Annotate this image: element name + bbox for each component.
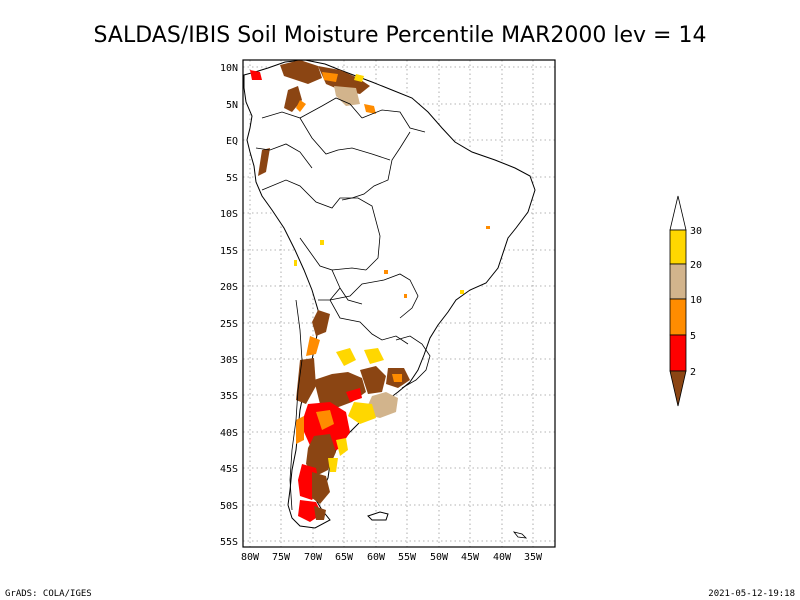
lat-label: 20S — [220, 282, 238, 293]
country-borders — [255, 97, 431, 511]
colorbar-label: 30 — [690, 226, 702, 237]
lat-label: 5S — [226, 173, 238, 184]
footer-timestamp: 2021-05-12-19:18 — [708, 589, 795, 599]
lat-label: 25S — [220, 319, 238, 330]
lat-label: 10N — [220, 63, 238, 74]
lat-label: EQ — [226, 136, 238, 147]
lon-label: 40W — [493, 552, 512, 563]
lat-label: 35S — [220, 391, 238, 402]
longitude-labels: 80W 75W 70W 65W 60W 55W 50W 45W 40W 35W — [241, 552, 543, 563]
lat-label: 30S — [220, 355, 238, 366]
map-title: SALDAS/IBIS Soil Moisture Percentile MAR… — [94, 23, 707, 48]
lon-label: 45W — [461, 552, 480, 563]
colorbar-legend: 2 5 10 20 30 — [669, 195, 702, 407]
lat-label: 45S — [220, 464, 238, 475]
lon-label: 75W — [272, 552, 291, 563]
colorbar-label: 20 — [690, 260, 702, 271]
falkland-islands — [367, 511, 389, 521]
lon-label: 70W — [304, 552, 323, 563]
map-frame — [242, 59, 556, 548]
colorbar-segment-2-5 — [669, 334, 687, 372]
lon-label: 65W — [335, 552, 354, 563]
lat-label: 55S — [220, 537, 238, 548]
lat-label: 10S — [220, 209, 238, 220]
colorbar-label: 10 — [690, 295, 702, 306]
colorbar-segment-5-10 — [669, 298, 687, 336]
colorbar-label: 2 — [690, 367, 696, 378]
lon-label: 60W — [367, 552, 386, 563]
lat-label: 50S — [220, 501, 238, 512]
percentile-shading — [250, 60, 490, 522]
footer-credit: GrADS: COLA/IGES — [5, 589, 92, 599]
lon-label: 80W — [241, 552, 260, 563]
colorbar-label: 5 — [690, 331, 696, 342]
lat-label: 40S — [220, 428, 238, 439]
lat-label: 15S — [220, 246, 238, 257]
colorbar-segment-20-30 — [669, 229, 687, 265]
latitude-labels: 10N 5N EQ 5S 10S 15S 20S 25S 30S 35S 40S… — [220, 63, 238, 548]
small-island — [512, 531, 528, 539]
colorbar-top-triangle — [669, 195, 687, 231]
colorbar-segment-10-20 — [669, 263, 687, 300]
lon-label: 50W — [430, 552, 449, 563]
lat-label: 5N — [226, 100, 238, 111]
colorbar-bottom-triangle — [669, 370, 687, 407]
lon-label: 55W — [398, 552, 417, 563]
lon-label: 35W — [524, 552, 543, 563]
